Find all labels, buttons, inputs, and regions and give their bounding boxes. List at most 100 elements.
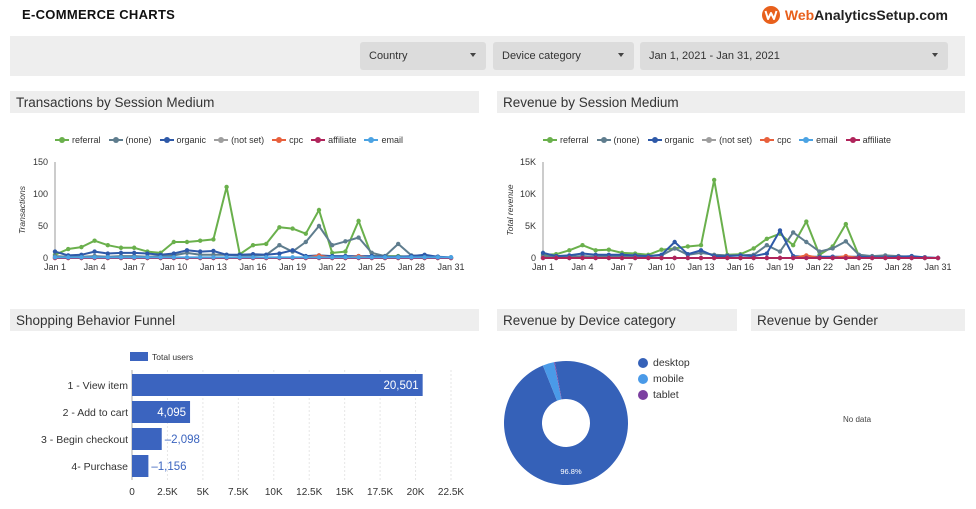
revenue-legend-item[interactable]: (not set)	[702, 135, 752, 145]
brand-mark-icon	[761, 6, 780, 24]
transactions-point	[211, 248, 216, 254]
transactions-point	[303, 255, 308, 260]
funnel-legend-swatch	[130, 352, 148, 361]
device-legend-item[interactable]: mobile	[638, 371, 690, 387]
funnel-category-label: 4- Purchase	[71, 461, 128, 473]
transactions-point	[92, 249, 97, 254]
funnel-category-label: 3 - Begin checkout	[41, 434, 128, 446]
revenue-point	[830, 246, 835, 251]
revenue-point	[830, 255, 835, 261]
transactions-point	[435, 255, 440, 260]
funnel-x-tick-label: 7.5K	[228, 487, 249, 498]
legend-swatch-icon	[647, 136, 662, 144]
device-legend-item[interactable]: tablet	[638, 387, 690, 403]
legend-label: email	[816, 135, 838, 145]
transactions-point	[171, 251, 176, 256]
transactions-point	[343, 249, 348, 254]
transactions-legend-item[interactable]: cpc	[272, 135, 303, 145]
transactions-point	[343, 239, 348, 244]
revenue-legend: referral (none) organic (not set) cpc email af…	[543, 135, 943, 145]
transactions-point	[132, 255, 137, 260]
funnel-category-label: 2 - Add to cart	[63, 407, 128, 419]
transactions-point	[171, 255, 176, 260]
transactions-point	[105, 255, 111, 260]
transactions-legend-item[interactable]: affiliate	[311, 135, 356, 145]
transactions-x-tick-label: Jan 1	[44, 262, 66, 272]
transactions-point	[448, 255, 454, 260]
transactions-legend-item[interactable]: organic	[159, 135, 206, 145]
revenue-point	[935, 255, 941, 261]
revenue-point	[606, 255, 612, 261]
revenue-legend-item[interactable]: referral	[543, 135, 589, 145]
funnel-panel-title: Shopping Behavior Funnel	[10, 309, 479, 331]
transactions-y-tick-label: 150	[33, 157, 48, 167]
revenue-point	[698, 248, 704, 253]
revenue-legend-item[interactable]: affiliate	[845, 135, 891, 145]
revenue-point	[883, 255, 888, 261]
revenue-point	[751, 246, 756, 251]
legend-label: (not set)	[719, 135, 753, 145]
transactions-point	[422, 255, 427, 260]
revenue-point	[606, 247, 612, 252]
transactions-point	[264, 255, 269, 260]
date-range-filter[interactable]: Jan 1, 2021 - Jan 31, 2021	[640, 42, 948, 70]
revenue-point	[580, 255, 585, 261]
legend-label: referral	[560, 135, 589, 145]
transactions-point	[250, 255, 256, 260]
transactions-point	[303, 239, 308, 245]
transactions-point	[316, 223, 322, 229]
transactions-point	[356, 255, 361, 260]
legend-swatch-icon	[760, 136, 775, 144]
transactions-legend-item[interactable]: (not set)	[214, 135, 264, 145]
revenue-point	[659, 252, 664, 257]
transactions-legend-item[interactable]: (none)	[108, 135, 152, 145]
legend-label: cpc	[777, 135, 792, 145]
dashboard-title: E-COMMERCE CHARTS	[22, 7, 176, 22]
revenue-point	[606, 252, 612, 257]
legend-swatch-icon	[596, 136, 611, 144]
revenue-x-tick-label: Jan 22	[806, 262, 833, 272]
transactions-point	[132, 250, 137, 256]
transactions-point	[330, 243, 335, 248]
device-legend-item[interactable]: desktop	[638, 355, 690, 371]
date-range-caret-icon	[932, 53, 938, 57]
revenue-point	[725, 255, 730, 261]
revenue-point	[804, 239, 809, 245]
device-slice-tablet	[554, 362, 562, 400]
funnel-x-tick-label: 22.5K	[438, 487, 464, 498]
transactions-point	[171, 239, 176, 245]
revenue-point	[843, 221, 849, 227]
revenue-point	[659, 255, 664, 261]
revenue-legend-item[interactable]: (none)	[596, 135, 640, 145]
legend-swatch-icon	[214, 136, 229, 144]
revenue-legend-item[interactable]: email	[799, 135, 838, 145]
revenue-point	[685, 255, 691, 261]
transactions-legend-item[interactable]: email	[364, 135, 403, 145]
transactions-x-tick-label: Jan 13	[200, 262, 227, 272]
revenue-point	[764, 243, 770, 248]
transactions-x-tick-label: Jan 28	[398, 262, 425, 272]
gender-no-data: No data	[843, 415, 872, 424]
revenue-legend-item[interactable]: organic	[647, 135, 694, 145]
transactions-point	[105, 251, 111, 256]
brand-logo[interactable]: WebAnalyticsSetup.com	[761, 5, 948, 25]
revenue-x-tick-label: Jan 7	[611, 262, 633, 272]
revenue-legend-item[interactable]: cpc	[760, 135, 791, 145]
revenue-point	[580, 243, 585, 248]
revenue-point	[685, 251, 691, 257]
transactions-x-tick-label: Jan 25	[358, 262, 385, 272]
transactions-legend-item[interactable]: referral	[55, 135, 101, 145]
transactions-point	[277, 255, 282, 260]
revenue-point	[896, 255, 901, 261]
revenue-point	[593, 255, 598, 261]
transactions-point	[211, 255, 216, 260]
revenue-x-tick-label: Jan 25	[845, 262, 872, 272]
revenue-point	[777, 255, 783, 261]
transactions-point	[198, 255, 203, 260]
device-category-filter[interactable]: Device category	[493, 42, 634, 70]
revenue-point	[738, 255, 743, 261]
country-filter[interactable]: Country	[360, 42, 486, 70]
transactions-point	[264, 241, 269, 247]
revenue-point	[843, 255, 849, 261]
